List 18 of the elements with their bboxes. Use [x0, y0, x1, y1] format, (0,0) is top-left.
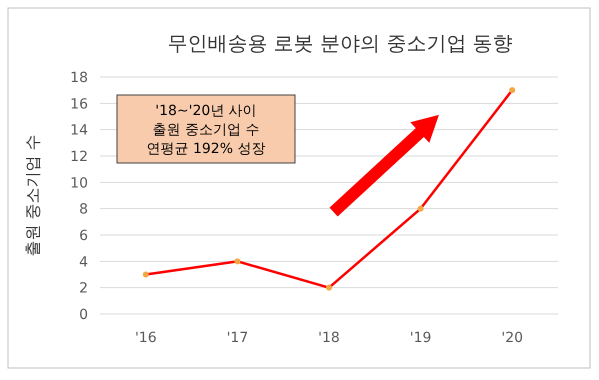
y-tick-label: 10 [70, 175, 88, 192]
annotation: '18~'20년 사이 출원 중소기업 수 연평균 192% 성장 [146, 103, 266, 157]
y-axis-title: 출원 중소기업 수 [23, 134, 42, 257]
y-tick-label: 8 [79, 202, 88, 218]
y-tick-label: 12 [70, 149, 88, 165]
x-tick-label: '19 [410, 330, 432, 346]
x-tick-label: '17 [226, 330, 248, 346]
y-tick-label: 0 [79, 307, 88, 323]
y-tick-label: 6 [79, 228, 88, 244]
y-tick-label: 4 [79, 254, 88, 270]
y-tick-label: 2 [79, 280, 88, 297]
y-tick-label: 16 [70, 96, 88, 112]
chart-title: 무인배송용 로봇 분야의 중소기업 동향 [167, 31, 513, 55]
x-tick-label: '18 [318, 330, 340, 346]
y-tick-label: 14 [70, 122, 88, 139]
x-tick-label: '20 [501, 330, 524, 346]
x-tick-label: '16 [134, 330, 157, 346]
y-tick-label: 18 [70, 70, 88, 86]
